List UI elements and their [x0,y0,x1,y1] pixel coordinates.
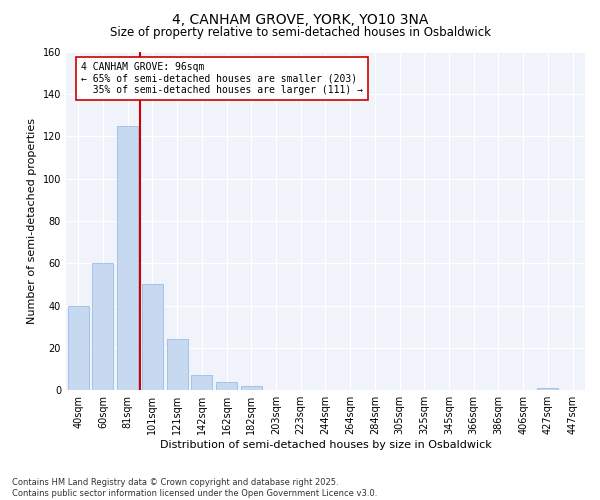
Text: 4, CANHAM GROVE, YORK, YO10 3NA: 4, CANHAM GROVE, YORK, YO10 3NA [172,12,428,26]
Bar [117,126,138,390]
X-axis label: Distribution of semi-detached houses by size in Osbaldwick: Distribution of semi-detached houses by … [160,440,491,450]
Text: Size of property relative to semi-detached houses in Osbaldwick: Size of property relative to semi-detach… [110,26,491,39]
Bar [241,386,262,390]
Bar [92,263,113,390]
Bar [142,284,163,390]
Bar [191,376,212,390]
Bar [538,388,559,390]
Bar [216,382,237,390]
Bar [167,340,188,390]
Bar [68,306,89,390]
Text: Contains HM Land Registry data © Crown copyright and database right 2025.
Contai: Contains HM Land Registry data © Crown c… [12,478,377,498]
Text: 4 CANHAM GROVE: 96sqm
← 65% of semi-detached houses are smaller (203)
  35% of s: 4 CANHAM GROVE: 96sqm ← 65% of semi-deta… [81,62,363,96]
Y-axis label: Number of semi-detached properties: Number of semi-detached properties [27,118,37,324]
